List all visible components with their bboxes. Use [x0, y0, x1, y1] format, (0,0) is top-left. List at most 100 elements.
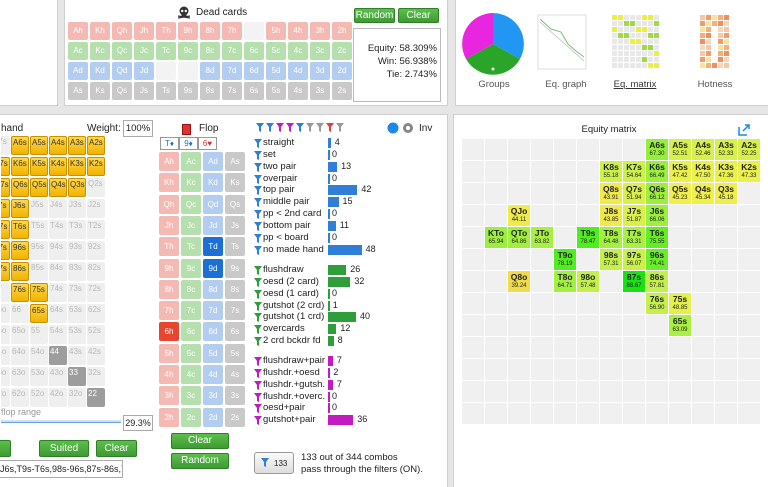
matrix-cell[interactable]: J8s 43.85: [600, 205, 622, 226]
hand-cell[interactable]: 43o: [49, 367, 67, 386]
flop-card[interactable]: 6s: [225, 322, 245, 342]
dead-card[interactable]: Jd: [134, 62, 154, 80]
flop-card[interactable]: 9d: [203, 258, 223, 278]
matrix-cell[interactable]: K7s 54.64: [623, 161, 645, 182]
hand-cell[interactable]: 94s: [49, 241, 67, 260]
hand-cell[interactable]: 85s: [30, 262, 48, 281]
hand-cell[interactable]: 42s: [87, 346, 105, 365]
matrix-cell[interactable]: A2s 52.25: [738, 139, 760, 160]
hand-cell[interactable]: A4s: [49, 136, 67, 155]
dead-card[interactable]: 2c: [332, 42, 352, 60]
flop-card[interactable]: 7s: [225, 301, 245, 321]
hand-cell[interactable]: 63o: [11, 367, 29, 386]
hand-cell[interactable]: K3s: [68, 157, 86, 176]
hand-cell[interactable]: 83s: [68, 262, 86, 281]
hand-cell[interactable]: 75o: [1, 325, 10, 344]
matrix-cell[interactable]: T7s 63.31: [623, 227, 645, 248]
dead-card[interactable]: 4h: [288, 22, 308, 40]
expand-icon[interactable]: [737, 123, 751, 137]
flop-card[interactable]: Ah: [159, 152, 179, 171]
dead-card[interactable]: Kh: [90, 22, 110, 40]
dead-card[interactable]: 5s: [266, 82, 286, 100]
matrix-cell[interactable]: QJo 44.11: [508, 205, 530, 226]
hand-cell[interactable]: Q7s: [1, 178, 10, 197]
matrix-cell[interactable]: A5s 52.51: [669, 139, 691, 160]
filter-name[interactable]: flushdraw: [263, 264, 304, 275]
dead-card[interactable]: 7s: [222, 82, 242, 100]
flop-card[interactable]: 4s: [225, 365, 245, 384]
hand-cell[interactable]: K2s: [87, 157, 105, 176]
flop-card[interactable]: Jh: [159, 215, 179, 235]
hand-cell[interactable]: T5s: [30, 220, 48, 239]
hand-cell[interactable]: 73o: [1, 367, 10, 386]
filter-name[interactable]: middle pair: [263, 196, 310, 208]
view-tab[interactable]: Eq. matrix: [613, 79, 657, 90]
flop-card[interactable]: 8s: [225, 279, 245, 299]
board-card[interactable]: 6♥: [198, 137, 217, 150]
matrix-cell[interactable]: K8s 55.18: [600, 161, 622, 182]
hand-cell[interactable]: 53s: [68, 325, 86, 344]
dead-card[interactable]: 6d: [244, 62, 264, 80]
matrix-cell[interactable]: Q8o 39.24: [508, 271, 530, 292]
flop-card[interactable]: As: [225, 152, 245, 171]
dead-card[interactable]: Ts: [156, 82, 176, 100]
dead-card[interactable]: 7c: [222, 42, 242, 60]
matrix-cell[interactable]: 97s 56.07: [623, 249, 645, 270]
filter-name[interactable]: flushdraw+pair: [263, 355, 326, 366]
dead-card[interactable]: 4c: [288, 42, 308, 60]
dead-card[interactable]: 7h: [222, 22, 242, 40]
matrix-cell[interactable]: K6s 66.49: [646, 161, 668, 182]
hand-cell[interactable]: T3s: [68, 220, 86, 239]
hand-cell[interactable]: 74s: [49, 283, 67, 302]
flop-card[interactable]: Th: [159, 237, 179, 257]
dead-card[interactable]: Tc: [156, 42, 176, 60]
flop-card[interactable]: 7c: [181, 301, 201, 321]
hand-cell[interactable]: Q2s: [87, 178, 105, 197]
hand-cell[interactable]: T4s: [49, 220, 67, 239]
weight-input[interactable]: 100%: [123, 120, 153, 137]
flop-card[interactable]: 4c: [181, 365, 201, 384]
dead-cards-button[interactable]: Random: [354, 8, 395, 23]
hand-cell[interactable]: 62o: [11, 388, 29, 407]
dead-card[interactable]: 7d: [222, 62, 242, 80]
flop-card[interactable]: 9s: [225, 258, 245, 278]
matrix-cell[interactable]: T9s 78.47: [577, 227, 599, 248]
dead-card[interactable]: 5c: [266, 42, 286, 60]
dead-card[interactable]: 3c: [310, 42, 330, 60]
hand-cell[interactable]: J4s: [49, 199, 67, 218]
flop-card[interactable]: 3d: [203, 386, 223, 406]
hand-cell[interactable]: 72o: [1, 388, 10, 407]
flop-button[interactable]: Random: [171, 453, 229, 469]
flop-card[interactable]: 9c: [181, 258, 201, 278]
flop-card[interactable]: 2d: [203, 407, 223, 427]
hand-cell[interactable]: 65o: [11, 325, 29, 344]
dead-card[interactable]: 8d: [200, 62, 220, 80]
hand-cell[interactable]: J3s: [68, 199, 86, 218]
dead-card[interactable]: 4d: [288, 62, 308, 80]
dead-card[interactable]: 2s: [332, 82, 352, 100]
hand-cell[interactable]: 44: [49, 346, 67, 365]
filter-name[interactable]: flushdr.+gutsh.: [263, 378, 326, 390]
filter-name[interactable]: pp < 2nd card: [263, 208, 322, 220]
hand-cell[interactable]: 53o: [30, 367, 48, 386]
flop-card[interactable]: Kh: [159, 173, 179, 193]
hand-cell[interactable]: 33: [68, 367, 86, 386]
filter-name[interactable]: no made hand: [263, 243, 324, 255]
hand-cell[interactable]: 64s: [49, 304, 67, 323]
inv-icons[interactable]: [387, 121, 417, 135]
dead-card[interactable]: As: [68, 82, 88, 100]
matrix-cell[interactable]: A4s 52.46: [692, 139, 714, 160]
matrix-cell[interactable]: KTo 65.94: [485, 227, 507, 248]
matrix-cell[interactable]: J7s 51.87: [623, 205, 645, 226]
flop-card[interactable]: Kc: [181, 173, 201, 193]
flop-card[interactable]: 4d: [203, 365, 223, 384]
hand-cell[interactable]: Q3s: [68, 178, 86, 197]
hand-cell[interactable]: 74o: [1, 346, 10, 365]
flop-card[interactable]: 2s: [225, 407, 245, 427]
flop-card[interactable]: 7h: [159, 301, 179, 321]
dead-card[interactable]: 3s: [310, 82, 330, 100]
flop-card[interactable]: 3c: [181, 386, 201, 406]
filter-name[interactable]: 2 crd bckdr fd: [263, 335, 321, 347]
dead-card[interactable]: Qd: [112, 62, 132, 80]
hand-cell[interactable]: 42o: [49, 388, 67, 407]
